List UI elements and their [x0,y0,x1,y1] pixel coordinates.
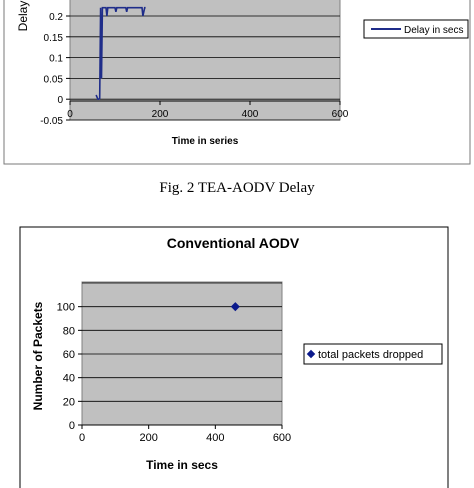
plot-area [81,281,283,426]
x-axis-label: Time in series [172,136,239,147]
x-axis-ticks: 0 200 400 600 [67,100,349,120]
x-tick-label: 600 [273,432,291,444]
y-tick-label: 100 [57,302,75,314]
y-tick-label: 80 [63,325,75,337]
y-axis-label: Delay [16,1,30,32]
y-tick-label: 0.05 [44,74,64,85]
delay-chart: -0.05 0 0.05 0.1 0.15 0.2 0 200 400 600 Delay Ti… [3,0,471,165]
data-point [230,302,240,312]
x-axis-ticks: 0 200 400 600 [79,424,291,444]
series-line [95,6,146,100]
y-axis-label: Number of Packets [31,301,45,410]
y-tick-label: 60 [63,349,75,361]
x-tick-label: 200 [152,109,169,120]
y-tick-label: 0 [69,420,75,432]
y-tick-label: 0.1 [49,54,63,65]
legend: total packets dropped [303,343,443,365]
y-tick-label: 0.15 [44,33,64,44]
grid-lines [70,15,340,121]
x-tick-label: 0 [67,109,73,120]
y-tick-label: -0.05 [40,116,63,127]
plot-area [69,0,341,121]
x-tick-label: 0 [79,432,85,444]
legend-entry: Delay in secs [404,25,463,36]
chart-frame [19,226,449,488]
series-total-packets-dropped [230,302,240,312]
x-tick-label: 400 [242,109,259,120]
y-tick-label: 40 [63,373,75,385]
y-tick-label: 0.2 [49,12,63,23]
y-tick-label: 0 [57,95,63,106]
y-axis-ticks: 0 20 40 60 80 100 [57,302,82,432]
y-axis-ticks: -0.05 0 0.05 0.1 0.15 0.2 [40,12,70,127]
series-delay [95,6,146,100]
x-tick-label: 200 [139,432,157,444]
legend: Delay in secs [363,19,469,39]
legend-entry: total packets dropped [318,349,423,361]
x-tick-label: 600 [332,109,349,120]
y-tick-label: 20 [63,396,75,408]
legend-marker [306,349,316,359]
x-axis-label: Time in secs [146,458,218,472]
figure-caption: Fig. 2 TEA-AODV Delay [159,180,315,196]
chart-title: Conventional AODV [167,235,300,251]
x-tick-label: 400 [206,432,224,444]
grid-lines [82,282,282,426]
